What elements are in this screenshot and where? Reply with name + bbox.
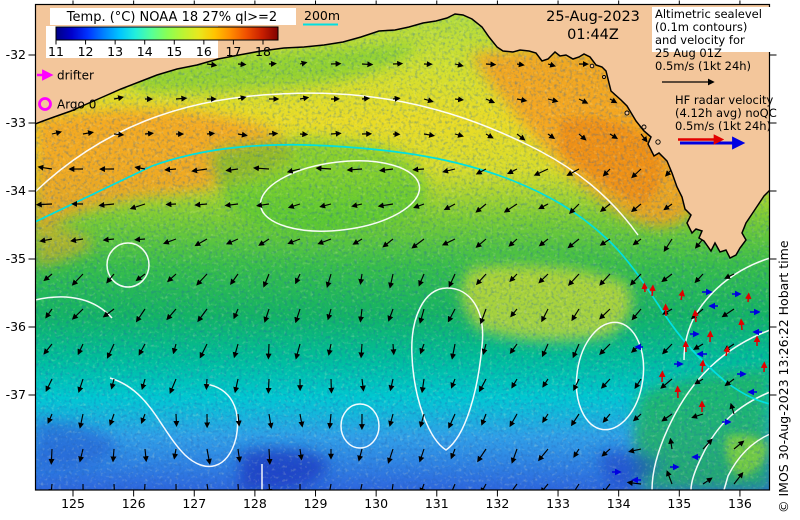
- svg-text:16: 16: [196, 44, 212, 59]
- drifter-label: drifter: [57, 69, 94, 83]
- svg-text:14: 14: [137, 44, 153, 59]
- svg-text:134: 134: [607, 496, 631, 511]
- colorbar-title: Temp. (°C) NOAA 18 27% ql>=2: [66, 10, 277, 25]
- hf-line-3: 0.5m/s (1kt 24h): [675, 119, 771, 133]
- altimetric-line-2: (0.1m contours): [655, 20, 747, 34]
- colorbar: Temp. (°C) NOAA 18 27% ql>=2 11 12 13 14 15 1…: [46, 8, 296, 59]
- svg-text:12: 12: [78, 44, 94, 59]
- argo-circle-icon: [38, 97, 52, 111]
- altimetric-legend-bg: [652, 7, 776, 52]
- svg-text:-35: -35: [6, 251, 26, 266]
- time-label: 01:44Z: [567, 27, 619, 43]
- svg-text:-33: -33: [6, 115, 26, 130]
- svg-text:125: 125: [61, 496, 85, 511]
- svg-text:135: 135: [667, 496, 691, 511]
- date-label: 25-Aug-2023: [546, 9, 640, 25]
- map-border: [34, 3, 771, 491]
- colorbar-gradient: [55, 26, 279, 41]
- altimetric-legend: Altimetric sealevel (0.1m contours) and …: [652, 7, 776, 86]
- isobath-200m-line: [35, 143, 770, 405]
- svg-text:132: 132: [485, 496, 509, 511]
- datetime: 25-Aug-2023 01:44Z: [546, 9, 640, 43]
- longitude-axis: 125 126 127 128 129 130 131 132 133 134 135 136: [61, 0, 752, 511]
- colorbar-title-bg: [50, 8, 296, 25]
- svg-text:133: 133: [546, 496, 570, 511]
- coastal-islands: [589, 63, 661, 145]
- svg-text:126: 126: [122, 496, 146, 511]
- altimetric-line-1: Altimetric sealevel: [655, 7, 762, 21]
- latitude-axis: -32 -33 -34 -35 -36 -37: [6, 47, 777, 402]
- svg-text:131: 131: [425, 496, 449, 511]
- svg-text:-36: -36: [6, 319, 26, 334]
- map-area: [35, 4, 770, 490]
- altimetric-line-4: 25 Aug 01Z: [655, 46, 722, 60]
- hf-line-2: (4.12h avg) noQC: [675, 106, 777, 120]
- argo-label: Argo 0: [57, 98, 96, 112]
- altimetric-line-5: 0.5m/s (1kt 24h): [655, 59, 751, 73]
- svg-text:129: 129: [304, 496, 328, 511]
- svg-text:18: 18: [255, 44, 271, 59]
- hf-radar-vectors: [612, 282, 768, 484]
- svg-text:15: 15: [166, 44, 182, 59]
- svg-text:-37: -37: [6, 387, 26, 402]
- colorbar-ticks: 11 12 13 14 15 16 17 18: [48, 40, 271, 59]
- hf-radar-legend: HF radar velocity (4.12h avg) noQC 0.5m/…: [675, 93, 777, 150]
- hf-line-1: HF radar velocity: [675, 93, 774, 107]
- svg-text:11: 11: [48, 44, 64, 59]
- svg-text:-32: -32: [6, 47, 26, 62]
- svg-text:127: 127: [182, 496, 206, 511]
- svg-text:130: 130: [364, 496, 388, 511]
- svg-text:-34: -34: [6, 183, 26, 198]
- svg-text:17: 17: [225, 44, 241, 59]
- isobath-legend: 200m: [303, 8, 340, 26]
- svg-text:128: 128: [243, 496, 267, 511]
- svg-text:136: 136: [728, 496, 752, 511]
- altimetric-velocity-vectors: [35, 60, 745, 490]
- altimetric-line-3: and velocity for: [655, 33, 745, 47]
- credit-text: © IMOS 30-Aug-2023 13:26:22 Hobart time: [776, 240, 791, 513]
- svg-text:13: 13: [107, 44, 123, 59]
- isobath-label: 200m: [304, 8, 340, 23]
- platform-legend: drifter Argo 0: [37, 69, 96, 112]
